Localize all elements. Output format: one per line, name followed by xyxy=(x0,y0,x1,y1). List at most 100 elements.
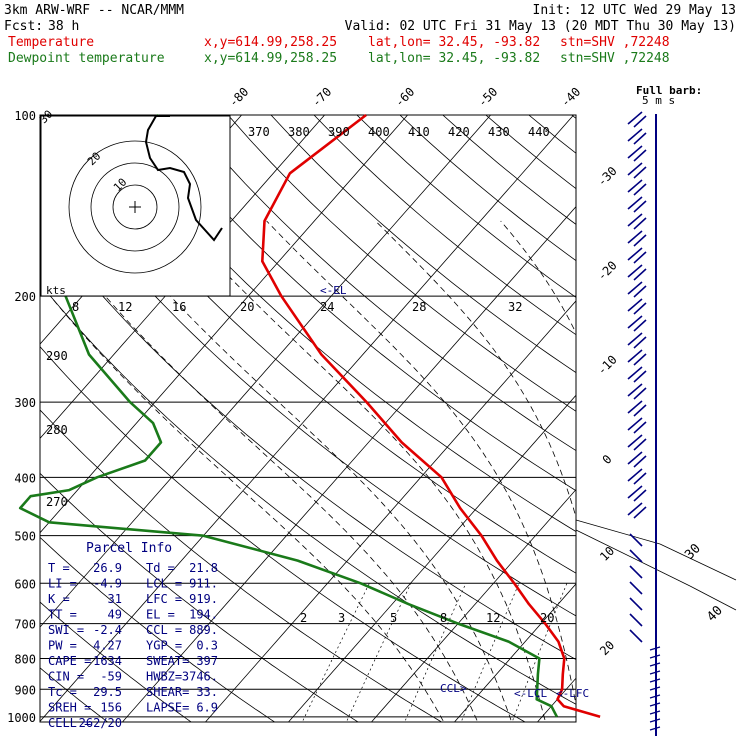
pressure-label: 800 xyxy=(14,653,36,667)
isotherm xyxy=(288,394,576,722)
dry-adiabat xyxy=(40,409,443,722)
wind-barb xyxy=(649,670,661,675)
wind-barb xyxy=(627,468,643,482)
wind-barb xyxy=(633,132,647,145)
parcel-info-cell: 31 xyxy=(108,592,122,606)
speed-tick-label: 12 xyxy=(118,300,132,314)
hodograph-ring xyxy=(90,162,180,252)
parcel-info-cell: 194. xyxy=(189,608,218,622)
parcel-info-cell: CCL = xyxy=(146,623,182,637)
wind-barb xyxy=(627,315,643,329)
parcel-info-cell: 1634 xyxy=(93,654,122,668)
frame-diagonal xyxy=(689,585,737,611)
wind-barbs xyxy=(627,111,661,736)
parcel-info-cell: YGP = xyxy=(146,639,182,653)
dewpoint-profile xyxy=(18,113,559,718)
hodograph-ring xyxy=(112,184,158,230)
wind-barb xyxy=(633,455,647,468)
wind-barb xyxy=(627,417,643,431)
parcel-info-cell: 0.3 xyxy=(196,639,218,653)
wind-barb xyxy=(627,485,643,499)
wind-barb xyxy=(627,366,643,380)
pressure-label: 900 xyxy=(14,683,36,697)
wind-barb xyxy=(633,183,647,196)
parcel-info-cell: 26.9 xyxy=(93,561,122,575)
barb-units: 5 m s xyxy=(642,94,675,107)
parcel-info-cell: T = xyxy=(48,561,70,575)
wind-barb xyxy=(627,162,643,176)
dry-adiabat xyxy=(356,115,576,298)
wind-barb xyxy=(629,565,643,579)
isotherm xyxy=(122,205,576,722)
mixing-ratio-label: 2 xyxy=(300,611,307,625)
wind-barb xyxy=(633,149,647,162)
wind-barb xyxy=(627,145,643,159)
speed-tick-label: 28 xyxy=(412,300,426,314)
isotherm-label: -40 xyxy=(558,85,583,110)
parcel-info-cell: 6.9 xyxy=(196,701,218,715)
legend-temperature-latlon: lat,lon= 32.45, -93.82 xyxy=(368,35,540,50)
isotherm-label: -60 xyxy=(392,85,417,110)
wind-barb xyxy=(633,336,647,349)
theta-label: 380 xyxy=(288,125,310,139)
wind-barb xyxy=(629,581,643,595)
hodograph-trace xyxy=(144,115,223,242)
parcel-info-cell: Tc = xyxy=(48,685,77,699)
hodograph-ring xyxy=(68,140,202,274)
dry-adiabat xyxy=(40,154,576,617)
wind-barb xyxy=(633,421,647,434)
wind-barb xyxy=(649,646,661,651)
theta-e-label: 280 xyxy=(46,423,68,437)
isotherm xyxy=(703,115,740,722)
wind-barb xyxy=(627,264,643,278)
wind-barb xyxy=(633,353,647,366)
mixing-ratio-line xyxy=(577,583,630,729)
isotherm xyxy=(40,115,325,440)
dry-adiabat xyxy=(55,115,576,574)
parcel-info-cell: HWBZ= xyxy=(146,670,182,684)
mixing-ratio-line xyxy=(346,583,412,722)
isotherm xyxy=(40,115,574,722)
parcel-info-cell: 919. xyxy=(189,592,218,606)
parcel-info-title: Parcel Info xyxy=(86,541,172,556)
dry-adiabat xyxy=(40,346,526,722)
speed-tick-label: 20 xyxy=(240,300,254,314)
isotherm xyxy=(205,300,576,722)
theta-label: 400 xyxy=(368,125,390,139)
mixing-ratio-label: 20 xyxy=(540,611,554,625)
parcel-info-cell: 911. xyxy=(189,577,218,591)
wind-barb xyxy=(649,678,661,683)
dry-adiabat xyxy=(40,667,109,722)
legend-temperature: Temperature xyxy=(8,35,94,50)
mixing-ratio-line xyxy=(511,583,568,722)
legend-dewpoint-stn: stn=SHV ,72248 xyxy=(560,51,670,66)
speed-tick-label: 24 xyxy=(320,300,334,314)
parcel-info-cell: 262/20 xyxy=(79,716,122,730)
parcel-info-cell: 156 xyxy=(100,701,122,715)
mixing-ratio-line xyxy=(404,583,467,722)
parcel-info-cell: SHEAR= xyxy=(146,685,189,699)
mixing-ratio-line xyxy=(301,583,370,722)
legend-dewpoint-xy: x,y=614.99,258.25 xyxy=(204,51,337,66)
isotherm xyxy=(454,583,576,722)
wind-barb xyxy=(629,549,643,563)
moist-adiabat xyxy=(375,220,576,519)
wind-barb xyxy=(627,298,643,312)
parcel-info-panel: Parcel Info T = 26.9 Td = 21.8 LI = -4.9 LCL =… xyxy=(48,541,218,730)
wind-barb xyxy=(633,166,647,179)
isotherm xyxy=(371,488,576,722)
frame-diagonal xyxy=(575,519,661,545)
barb-title: Full barb: xyxy=(636,84,702,97)
dry-adiabat xyxy=(184,115,576,452)
wind-barb xyxy=(633,506,647,519)
dry-adiabat xyxy=(622,88,740,730)
pressure-label: 500 xyxy=(14,530,36,544)
parcel-info-cell: -59 xyxy=(100,670,122,684)
wind-barb xyxy=(627,230,643,244)
chart-profiles xyxy=(18,113,601,719)
dry-adiabat xyxy=(40,601,192,722)
isotherm-label: -80 xyxy=(226,85,251,110)
wind-barb xyxy=(649,726,661,731)
parcel-info-cell: 49 xyxy=(108,608,122,622)
